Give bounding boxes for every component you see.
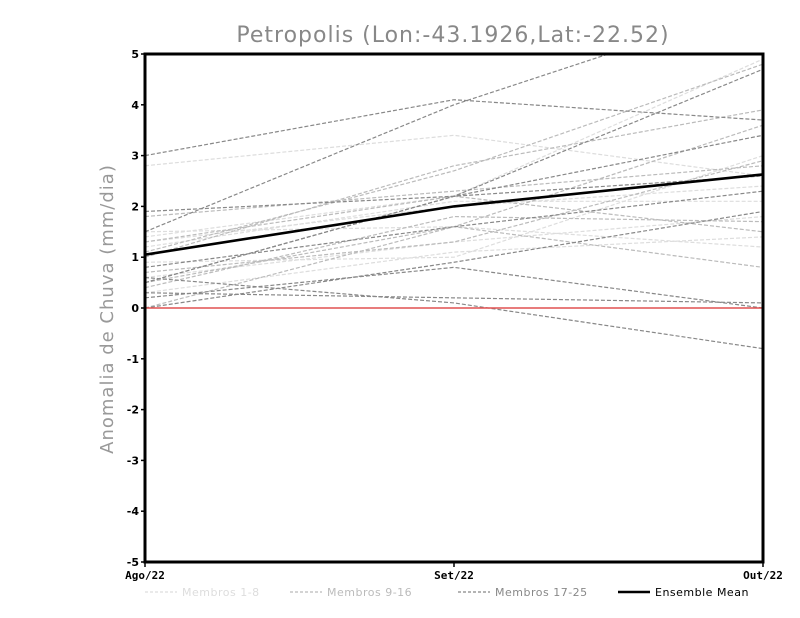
- member-line: [145, 58, 763, 238]
- member-line: [145, 54, 611, 233]
- y-ticks: 5 4 3 2 1 0 -1 -2 -3 -4 -5: [127, 48, 145, 569]
- y-tick-label: -4: [127, 505, 140, 518]
- member-line: [145, 190, 763, 268]
- member-line: [145, 276, 763, 350]
- x-tick-label: Ago/22: [125, 569, 165, 582]
- x-tick-label: Out/22: [743, 569, 783, 582]
- member-line: [145, 210, 763, 309]
- member-line: [145, 109, 763, 258]
- y-tick-label: 0: [131, 302, 139, 315]
- y-tick-label: 2: [131, 200, 139, 213]
- y-tick-label: 4: [131, 99, 139, 112]
- y-tick-label: 1: [131, 251, 139, 264]
- member-line: [145, 175, 763, 284]
- y-axis-label: Anomalia de Chuva (mm/dia): [97, 164, 118, 454]
- y-tick-label: 3: [131, 150, 139, 163]
- member-line: [145, 215, 763, 279]
- y-tick-label: -5: [127, 556, 139, 569]
- member-line: [145, 134, 763, 213]
- member-line: [145, 134, 763, 177]
- member-line: [145, 200, 763, 248]
- member-line: [145, 124, 763, 284]
- member-line: [145, 226, 763, 309]
- x-tick-label: Set/22: [434, 569, 474, 582]
- legend-label: Ensemble Mean: [655, 586, 749, 599]
- y-tick-label: -3: [127, 454, 139, 467]
- y-tick-label: 5: [131, 48, 139, 61]
- member-line: [145, 236, 763, 294]
- member-line: [145, 99, 763, 157]
- ensemble-mean-group: [144, 173, 764, 256]
- legend-label: Membros 17-25: [495, 586, 588, 599]
- member-line: [145, 63, 763, 253]
- y-tick-label: -1: [127, 353, 139, 366]
- series-lines: [145, 54, 763, 350]
- member-line: [145, 68, 763, 284]
- member-line: [145, 165, 763, 218]
- x-ticks: Ago/22 Set/22 Out/22: [125, 562, 783, 582]
- legend: Membros 1-8 Membros 9-16 Membros 17-25 Ense…: [145, 586, 749, 599]
- member-line: [145, 195, 763, 243]
- y-tick-label: -2: [127, 404, 139, 417]
- member-line: [145, 266, 763, 309]
- legend-label: Membros 1-8: [182, 586, 260, 599]
- ensemble-mean-line: [144, 173, 764, 256]
- member-line: [145, 160, 763, 274]
- member-line: [145, 292, 763, 304]
- chart-title: Petropolis (Lon:-43.1926,Lat:-22.52): [236, 23, 669, 48]
- legend-label: Membros 9-16: [327, 586, 412, 599]
- member-line: [145, 155, 763, 263]
